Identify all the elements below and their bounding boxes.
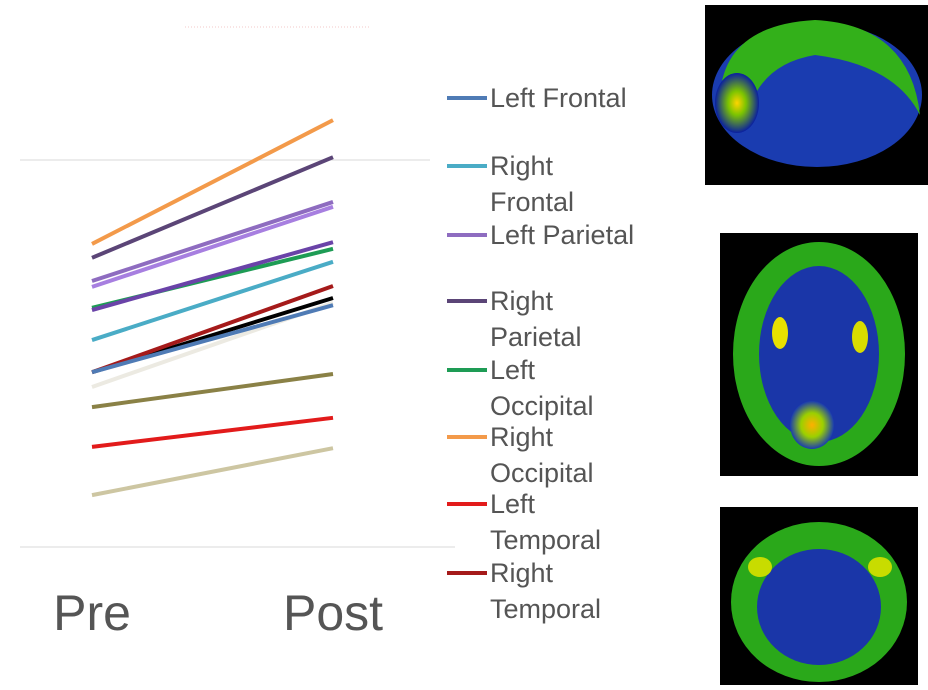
series-line <box>92 305 333 372</box>
legend-item: Right Parietal <box>447 283 587 355</box>
legend-label: Right Occipital <box>490 419 594 491</box>
series-line <box>92 448 333 495</box>
legend-swatch <box>447 571 487 575</box>
legend-item: Left Frontal <box>447 80 637 116</box>
brain-axial <box>720 233 918 476</box>
series-line <box>92 374 333 407</box>
legend-item: Right Frontal <box>447 148 637 220</box>
legend-item: Left Temporal <box>447 486 587 558</box>
legend-swatch <box>447 502 487 506</box>
legend-label: Left Parietal <box>490 217 634 253</box>
legend-label: Left Temporal <box>490 486 601 558</box>
legend-item: Right Temporal <box>447 555 587 627</box>
x-tick-label: Pre <box>53 585 131 641</box>
brain-sagittal <box>705 5 928 185</box>
legend-label: Right Frontal <box>490 148 637 220</box>
legend-label: Left Frontal <box>490 80 627 116</box>
legend-label: Left Occipital <box>490 352 637 424</box>
legend-label: Right Temporal <box>490 555 601 627</box>
legend-swatch <box>447 368 487 372</box>
series-line <box>92 120 333 244</box>
legend-swatch <box>447 164 487 168</box>
legend-label: Right Parietal <box>490 283 587 355</box>
brain-coronal <box>720 507 918 685</box>
legend-item: Left Parietal <box>447 217 637 253</box>
legend-item: Left Occipital <box>447 352 637 424</box>
legend-swatch <box>447 233 487 237</box>
legend-swatch <box>447 96 487 100</box>
x-tick-label: Post <box>283 585 383 641</box>
legend-item: Right Occipital <box>447 419 587 491</box>
legend-swatch <box>447 299 487 303</box>
slide: Pre Post Left Frontal Right FrontalLeft Pa… <box>0 0 928 690</box>
series-line <box>92 418 333 447</box>
legend-swatch <box>447 435 487 439</box>
